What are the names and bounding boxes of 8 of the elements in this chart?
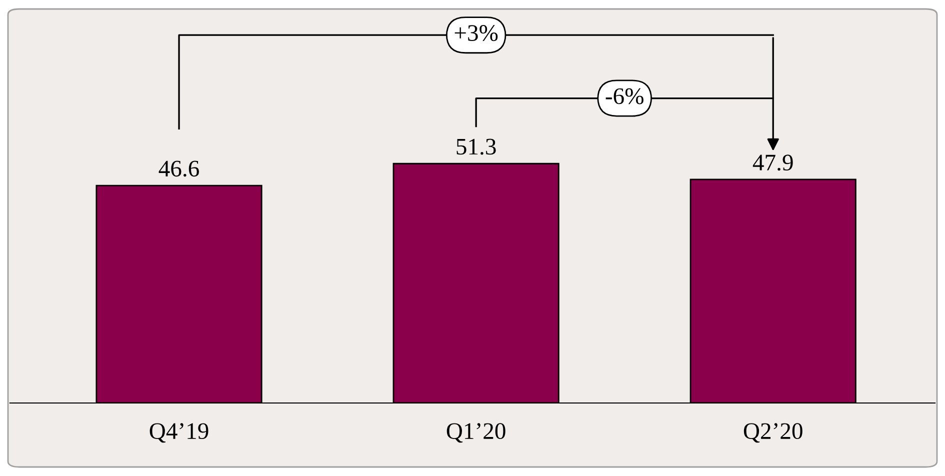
text: -6% [606,88,644,104]
x-tick-label: Q4’19 [150,423,208,443]
data-label: 47.9 [752,154,793,171]
data-label: 46.6 [158,160,199,177]
x-tick-label: Q1’20 [446,423,506,443]
text: +3% [454,25,498,42]
data-label: 51.3 [456,138,496,155]
x-tick-label: Q2’20 [744,423,802,443]
